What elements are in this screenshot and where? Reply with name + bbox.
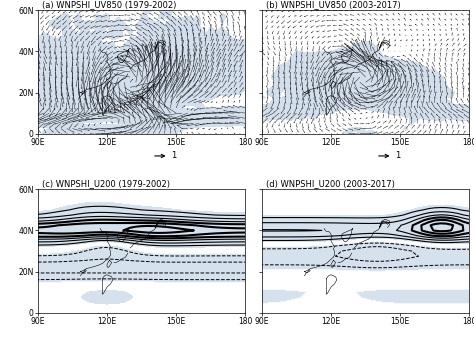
- Text: 1: 1: [394, 151, 400, 160]
- Text: (d) WNPSHI_U200 (2003-2017): (d) WNPSHI_U200 (2003-2017): [266, 180, 395, 188]
- Text: (b) WNPSHI_UV850 (2003-2017): (b) WNPSHI_UV850 (2003-2017): [266, 0, 401, 10]
- Text: (a) WNPSHI_UV850 (1979-2002): (a) WNPSHI_UV850 (1979-2002): [42, 0, 176, 10]
- Text: 1: 1: [171, 151, 176, 160]
- Text: (c) WNPSHI_U200 (1979-2002): (c) WNPSHI_U200 (1979-2002): [42, 180, 170, 188]
